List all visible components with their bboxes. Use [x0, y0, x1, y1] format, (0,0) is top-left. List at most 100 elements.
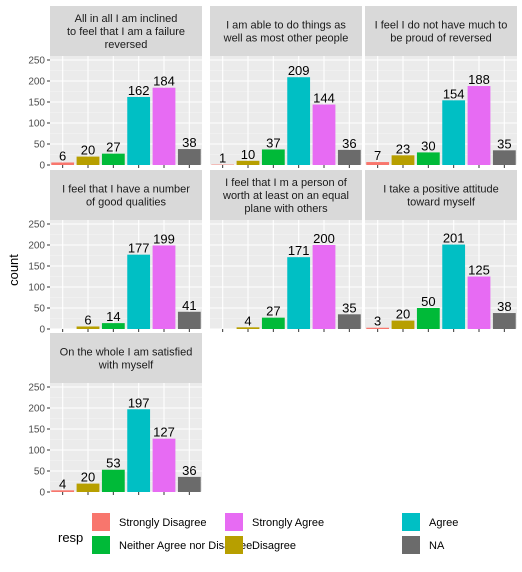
bar-value-label: 200 [313, 231, 335, 246]
bar [76, 483, 100, 492]
y-tick-label: 50 [34, 140, 46, 151]
bar-value-label: 144 [313, 91, 335, 106]
y-tick-label: 150 [28, 98, 45, 109]
bar-value-label: 23 [396, 141, 410, 156]
bar [492, 150, 516, 165]
bar-value-label: 14 [106, 309, 120, 324]
bar-value-label: 50 [421, 294, 435, 309]
y-tick-label: 150 [28, 262, 45, 273]
y-tick-label: 250 [28, 56, 45, 67]
bar [152, 87, 176, 165]
facet-strip [50, 6, 202, 56]
bar [442, 244, 466, 329]
legend: resp Strongly Disagree Neither Agree nor … [58, 513, 458, 554]
facet-title-line: plane with others [244, 203, 328, 215]
bar-value-label: 7 [374, 148, 381, 163]
y-tick-label: 250 [28, 383, 45, 394]
y-tick-label: 50 [34, 467, 46, 478]
bar [261, 149, 285, 165]
bar-value-label: 36 [342, 136, 356, 151]
bar [177, 311, 201, 329]
legend-key [225, 536, 243, 554]
bar [287, 257, 311, 329]
bar-value-label: 209 [288, 63, 310, 78]
bar-value-label: 197 [128, 395, 150, 410]
facet-title-line: be proud of reversed [390, 33, 492, 45]
bar [51, 490, 75, 492]
bar [127, 409, 151, 492]
legend-label: Strongly Disagree [119, 517, 206, 529]
y-tick-label: 50 [34, 304, 46, 315]
bar-value-label: 27 [106, 140, 120, 155]
plot-background [365, 220, 517, 329]
bar-value-label: 37 [266, 135, 280, 150]
bar [416, 152, 440, 165]
bar-value-label: 36 [182, 463, 196, 478]
bar-value-label: 125 [468, 263, 490, 278]
bar [337, 149, 361, 165]
y-tick-label: 200 [28, 77, 45, 88]
facet-strip [50, 333, 202, 383]
bar-value-label: 10 [241, 147, 255, 162]
y-tick-label: 100 [28, 446, 45, 457]
bar [177, 476, 201, 492]
legend-label: Neither Agree nor Disagree [119, 540, 252, 552]
bar [492, 313, 516, 329]
bar-value-label: 154 [443, 86, 465, 101]
bar-value-label: 201 [443, 231, 465, 246]
bar-value-label: 3 [374, 314, 381, 329]
bar [76, 326, 100, 329]
bar-value-label: 30 [421, 138, 435, 153]
y-axis-label: count [6, 254, 21, 286]
y-tick-label: 0 [39, 325, 45, 336]
bar [101, 153, 125, 165]
facet-title-line: reversed [105, 39, 148, 51]
legend-label: Agree [429, 517, 458, 529]
legend-title: resp [58, 530, 83, 545]
facet-title-line: I am able to do things as [226, 20, 346, 32]
bar [442, 100, 466, 165]
facet-title-line: with myself [98, 360, 154, 372]
bar-value-label: 6 [59, 148, 66, 163]
facet-strip [50, 170, 202, 220]
legend-key [92, 536, 110, 554]
bar [287, 77, 311, 165]
facet-title-line: I feel that I have a number [62, 184, 190, 196]
y-tick-label: 250 [28, 220, 45, 231]
facet-title-line: of good qualities [86, 197, 167, 209]
bar [152, 245, 176, 329]
bar [337, 314, 361, 329]
bar-value-label: 38 [182, 135, 196, 150]
bar-value-label: 127 [153, 425, 175, 440]
bar [101, 323, 125, 329]
bar [236, 160, 260, 165]
legend-label: NA [429, 540, 445, 552]
bar-value-label: 177 [128, 241, 150, 256]
y-tick-label: 100 [28, 283, 45, 294]
y-tick-label: 0 [39, 161, 45, 172]
legend-key [92, 513, 110, 531]
bar [467, 276, 491, 329]
facet-title-line: I feel that I m a person of [225, 177, 348, 189]
facet-title-line: I take a positive attitude [383, 184, 499, 196]
bar [366, 327, 390, 329]
bar-value-label: 27 [266, 304, 280, 319]
legend-key [225, 513, 243, 531]
plot-background [210, 56, 362, 165]
plot-background [50, 383, 202, 492]
plot-background [50, 220, 202, 329]
bar-value-label: 171 [288, 243, 310, 258]
facet-title-line: I feel I do not have much to [375, 20, 508, 32]
bar [101, 469, 125, 492]
bar-value-label: 20 [396, 307, 410, 322]
bar [312, 104, 336, 165]
bar-value-label: 4 [244, 313, 251, 328]
legend-key [402, 513, 420, 531]
